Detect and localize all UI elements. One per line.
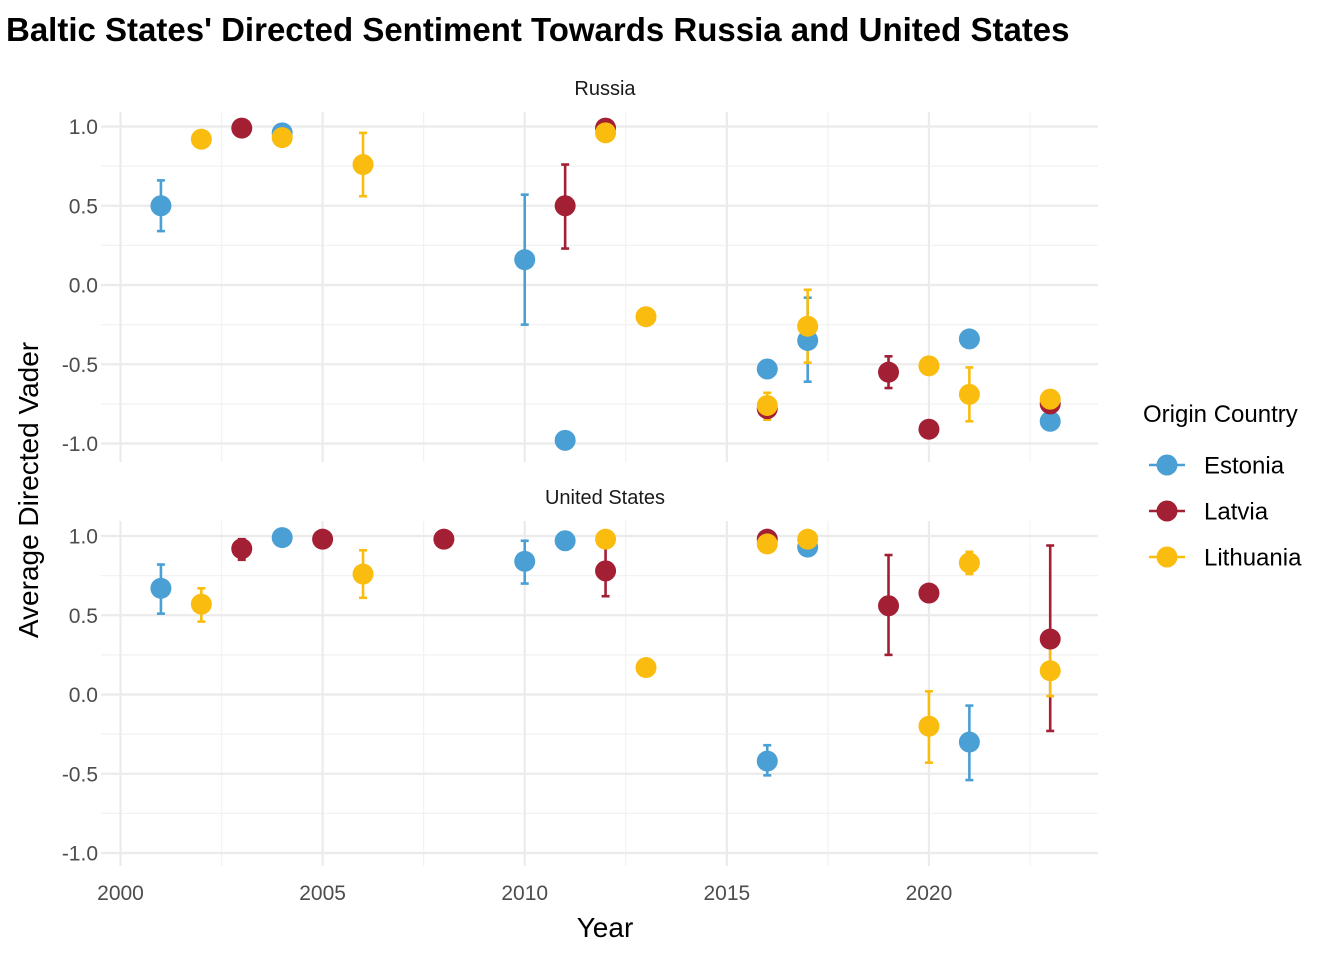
point-estonia-united-states-2016 [756, 750, 778, 772]
x-tick-label: 2015 [703, 882, 750, 905]
point-latvia-united-states-2019 [878, 595, 900, 617]
legend-label: Latvia [1204, 499, 1269, 526]
facet-panel-russia: Russia -1.0 -0.5 0.0 0.5 1.0 [62, 78, 1098, 462]
facet-grid-russia [101, 112, 1098, 462]
point-lithuania-united-states-2017 [797, 528, 819, 550]
point-lithuania-russia-2013 [635, 306, 657, 328]
y-tick-label: 0.5 [69, 195, 98, 218]
point-latvia-united-states-2008 [433, 528, 455, 550]
point-lithuania-russia-2006 [352, 154, 374, 176]
chart-title: Baltic States' Directed Sentiment Toward… [6, 11, 1070, 48]
legend-title: Origin Country [1143, 401, 1298, 428]
point-latvia-russia-2011 [554, 195, 576, 217]
point-estonia-russia-2010 [514, 249, 536, 271]
y-tick-label: -0.5 [62, 354, 98, 377]
point-lithuania-united-states-2020 [918, 715, 940, 737]
point-estonia-russia-2001 [150, 195, 172, 217]
y-tick-labels-russia: -1.0 -0.5 0.0 0.5 1.0 [62, 116, 98, 456]
point-estonia-united-states-2010 [514, 550, 536, 572]
point-estonia-united-states-2001 [150, 577, 172, 599]
point-estonia-united-states-2021 [958, 731, 980, 753]
x-tick-label: 2010 [501, 882, 548, 905]
point-latvia-united-states-2005 [312, 528, 334, 550]
point-latvia-russia-2019 [878, 361, 900, 383]
data-marks-russia [150, 117, 1061, 451]
legend-swatch [1156, 454, 1178, 476]
legend-key-lithuania: Lithuania [1149, 545, 1302, 572]
legend-key-latvia: Latvia [1149, 499, 1269, 526]
data-marks-united-states [150, 527, 1061, 782]
point-lithuania-united-states-2002 [190, 593, 212, 615]
point-estonia-russia-2016 [756, 358, 778, 380]
point-lithuania-russia-2020 [918, 355, 940, 377]
x-tick-label: 2005 [299, 882, 346, 905]
facet-panel-united-states: United States -1.0 -0.5 0.0 0.5 1.0 [62, 487, 1098, 866]
y-tick-label: 0.0 [69, 275, 98, 298]
point-lithuania-russia-2012 [595, 122, 617, 144]
y-tick-label: -0.5 [62, 763, 98, 786]
point-latvia-united-states-2020 [918, 582, 940, 604]
point-lithuania-russia-2002 [190, 128, 212, 150]
legend-label: Estonia [1204, 453, 1285, 480]
y-tick-label: -1.0 [62, 843, 98, 866]
point-lithuania-united-states-2013 [635, 657, 657, 679]
point-lithuania-russia-2016 [756, 394, 778, 416]
y-tick-label: -1.0 [62, 433, 98, 456]
point-lithuania-russia-2021 [958, 383, 980, 405]
point-lithuania-russia-2004 [271, 127, 293, 149]
x-tick-label: 2020 [906, 882, 953, 905]
point-latvia-united-states-2012 [595, 560, 617, 582]
y-axis-title: Average Directed Vader [13, 342, 44, 638]
x-tick-labels: 2000 2005 2010 2015 2020 [97, 882, 952, 905]
point-estonia-united-states-2011 [554, 530, 576, 552]
point-lithuania-russia-2017 [797, 315, 819, 337]
point-latvia-united-states-2003 [231, 538, 253, 560]
x-axis-title: Year [577, 912, 634, 943]
point-lithuania-united-states-2006 [352, 563, 374, 585]
point-lithuania-united-states-2016 [756, 533, 778, 555]
point-estonia-russia-2011 [554, 429, 576, 451]
x-tick-label: 2000 [97, 882, 144, 905]
legend: Origin Country Estonia Latvia Lithuania [1143, 401, 1302, 572]
legend-swatch [1156, 546, 1178, 568]
y-tick-label: 1.0 [69, 526, 98, 549]
point-estonia-russia-2021 [958, 328, 980, 350]
legend-label: Lithuania [1204, 545, 1302, 572]
legend-key-estonia: Estonia [1149, 453, 1285, 480]
point-lithuania-united-states-2021 [958, 552, 980, 574]
point-estonia-russia-2023 [1039, 410, 1061, 432]
y-tick-labels-united-states: -1.0 -0.5 0.0 0.5 1.0 [62, 526, 98, 866]
point-lithuania-united-states-2012 [595, 528, 617, 550]
point-lithuania-russia-2023 [1039, 388, 1061, 410]
point-lithuania-united-states-2023 [1039, 660, 1061, 682]
point-latvia-united-states-2023 [1039, 628, 1061, 650]
point-latvia-russia-2003 [231, 117, 253, 139]
point-estonia-united-states-2004 [271, 527, 293, 549]
y-tick-label: 0.0 [69, 684, 98, 707]
legend-swatch [1156, 500, 1178, 522]
y-tick-label: 1.0 [69, 116, 98, 139]
facet-strip-russia: Russia [574, 78, 636, 100]
facet-strip-united-states: United States [545, 487, 665, 509]
y-tick-label: 0.5 [69, 605, 98, 628]
point-latvia-russia-2020 [918, 418, 940, 440]
legend-keys: Estonia Latvia Lithuania [1149, 453, 1302, 572]
